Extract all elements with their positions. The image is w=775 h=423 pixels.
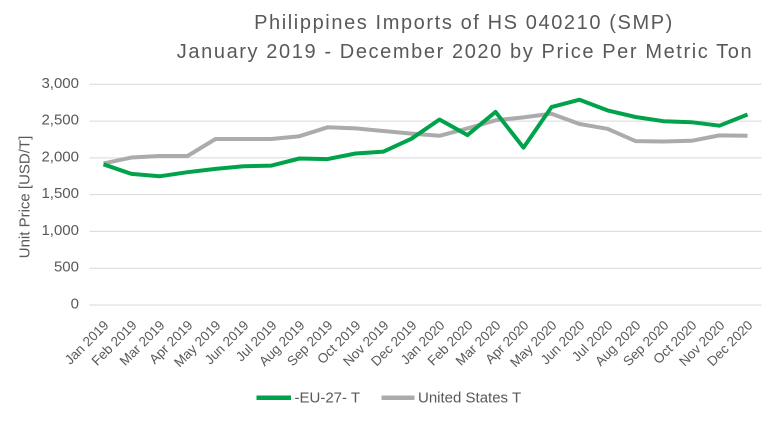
svg-text:2,000: 2,000 bbox=[41, 148, 79, 165]
svg-text:1,500: 1,500 bbox=[41, 185, 79, 202]
svg-text:Philippines Imports of HS 0402: Philippines Imports of HS 040210 (SMP) bbox=[254, 12, 674, 34]
svg-text:-EU-27- T: -EU-27- T bbox=[295, 390, 361, 407]
svg-text:0: 0 bbox=[71, 296, 79, 313]
svg-text:1,000: 1,000 bbox=[41, 222, 79, 239]
svg-text:Unit Price [USD/T]: Unit Price [USD/T] bbox=[17, 136, 34, 259]
svg-text:3,000: 3,000 bbox=[41, 75, 79, 92]
svg-text:500: 500 bbox=[54, 259, 79, 276]
svg-text:United States T: United States T bbox=[418, 390, 521, 407]
svg-text:January 2019 - December 2020 b: January 2019 - December 2020 by Price Pe… bbox=[177, 41, 753, 63]
svg-text:2,500: 2,500 bbox=[41, 112, 79, 129]
